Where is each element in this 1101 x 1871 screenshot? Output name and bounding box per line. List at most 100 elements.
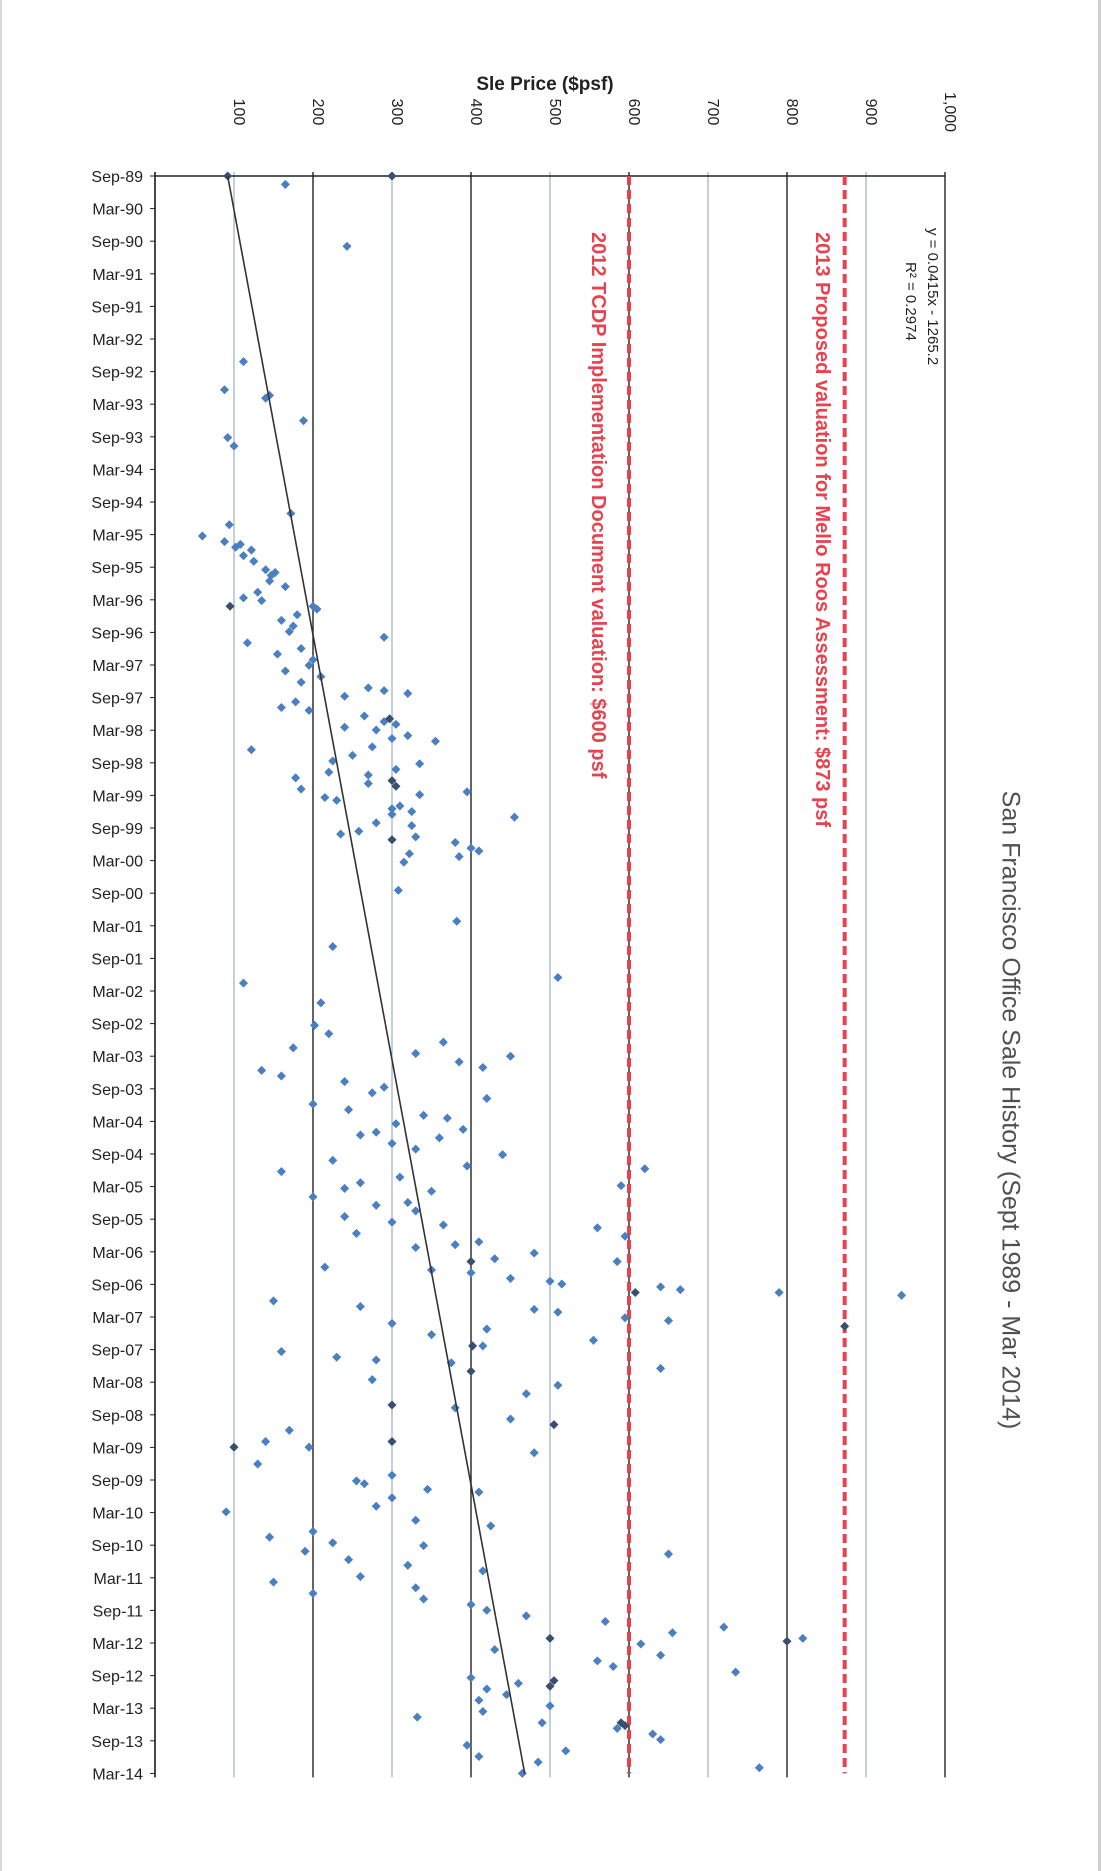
data-point bbox=[385, 714, 395, 724]
data-point bbox=[529, 1304, 539, 1314]
data-point bbox=[545, 1681, 555, 1691]
data-point bbox=[403, 1197, 413, 1208]
data-point bbox=[754, 1763, 764, 1773]
x-tick-label: Sep-06 bbox=[91, 1277, 143, 1294]
data-point bbox=[407, 807, 417, 817]
data-point bbox=[310, 1020, 320, 1030]
reference-label: 2012 TCDP Implementation Document valuat… bbox=[587, 232, 609, 779]
data-point bbox=[253, 587, 263, 597]
x-tick-label: Mar-06 bbox=[92, 1245, 143, 1262]
data-point bbox=[521, 1611, 531, 1621]
data-point bbox=[403, 1560, 413, 1570]
data-point bbox=[379, 686, 389, 696]
data-point bbox=[545, 1701, 555, 1711]
data-point bbox=[320, 1262, 330, 1272]
data-point bbox=[359, 711, 369, 721]
data-point bbox=[391, 719, 401, 729]
x-tick-label: Sep-13 bbox=[91, 1734, 143, 1751]
data-point bbox=[505, 1051, 516, 1061]
data-point bbox=[505, 1414, 516, 1424]
data-point bbox=[272, 649, 282, 659]
data-point bbox=[276, 1071, 286, 1081]
data-point bbox=[387, 776, 397, 786]
data-point bbox=[592, 1656, 602, 1666]
data-point bbox=[466, 1257, 476, 1267]
x-tick-label: Sep-01 bbox=[91, 951, 143, 968]
data-point bbox=[308, 1588, 318, 1598]
data-point bbox=[261, 565, 271, 575]
x-tick-label: Sep-11 bbox=[93, 1603, 144, 1620]
data-point bbox=[223, 433, 233, 443]
data-point bbox=[897, 1290, 907, 1300]
data-point bbox=[667, 1628, 677, 1638]
data-point bbox=[387, 835, 397, 845]
x-tick-label: Mar-14 bbox=[92, 1766, 143, 1783]
data-point bbox=[280, 582, 290, 592]
data-point bbox=[620, 1231, 630, 1241]
data-point bbox=[355, 1130, 365, 1140]
gridlines bbox=[154, 172, 946, 1778]
data-point bbox=[600, 1617, 610, 1627]
data-point bbox=[553, 1307, 563, 1317]
data-point bbox=[407, 821, 417, 831]
y-tick-labels: 100 200 300 400 500 600 700 800 900 1,000 bbox=[230, 92, 958, 132]
data-point bbox=[411, 1515, 421, 1525]
data-point bbox=[387, 809, 397, 819]
x-tick-label: Sep-94 bbox=[91, 495, 143, 512]
data-point bbox=[588, 1335, 598, 1345]
data-points bbox=[197, 171, 907, 1778]
data-point bbox=[663, 1316, 674, 1326]
data-point bbox=[340, 1077, 350, 1087]
data-point bbox=[411, 1583, 421, 1593]
data-point bbox=[276, 1347, 286, 1357]
data-point bbox=[419, 1110, 429, 1120]
data-point bbox=[246, 745, 256, 755]
data-point bbox=[782, 1636, 792, 1646]
data-point bbox=[482, 1605, 492, 1615]
data-point bbox=[363, 778, 373, 788]
data-point bbox=[391, 764, 401, 774]
y-tick-label: 500 bbox=[546, 99, 563, 126]
data-point bbox=[268, 1577, 279, 1587]
data-point bbox=[347, 750, 358, 760]
data-point bbox=[391, 1119, 401, 1129]
data-point bbox=[371, 818, 381, 828]
data-point bbox=[340, 1183, 350, 1193]
data-point bbox=[640, 1164, 650, 1174]
data-point bbox=[612, 1723, 622, 1733]
data-point bbox=[387, 1437, 397, 1447]
data-point bbox=[371, 1355, 381, 1365]
data-point bbox=[411, 1242, 421, 1253]
data-point bbox=[340, 722, 350, 732]
data-point bbox=[423, 1484, 433, 1494]
data-point bbox=[238, 357, 249, 367]
data-point bbox=[268, 1296, 279, 1306]
data-point bbox=[612, 1257, 622, 1267]
data-point bbox=[482, 1093, 492, 1103]
data-point bbox=[466, 1600, 476, 1610]
x-tick-label: Mar-03 bbox=[92, 1049, 143, 1066]
data-point bbox=[549, 1676, 559, 1686]
data-point bbox=[545, 1633, 555, 1643]
data-point bbox=[304, 705, 314, 715]
data-point bbox=[419, 1541, 429, 1551]
data-point bbox=[351, 1228, 361, 1238]
data-point bbox=[438, 1220, 448, 1230]
x-tick-label: Sep-97 bbox=[91, 691, 143, 708]
data-point bbox=[320, 792, 330, 803]
data-point bbox=[553, 972, 563, 983]
x-tick-label: Sep-92 bbox=[91, 365, 143, 382]
data-point bbox=[774, 1287, 784, 1298]
x-tick-label: Sep-03 bbox=[91, 1082, 143, 1099]
data-point bbox=[450, 837, 460, 848]
data-point bbox=[363, 683, 373, 693]
x-tick-label: Mar-09 bbox=[92, 1440, 143, 1457]
x-tick-label: Sep-95 bbox=[91, 560, 143, 577]
data-point bbox=[486, 1521, 496, 1531]
y-tick-label: 1,000 bbox=[941, 92, 958, 132]
x-tick-label: Mar-01 bbox=[92, 919, 143, 936]
y-tick-label: 400 bbox=[467, 99, 484, 126]
data-point bbox=[229, 441, 239, 451]
data-point bbox=[557, 1279, 567, 1289]
